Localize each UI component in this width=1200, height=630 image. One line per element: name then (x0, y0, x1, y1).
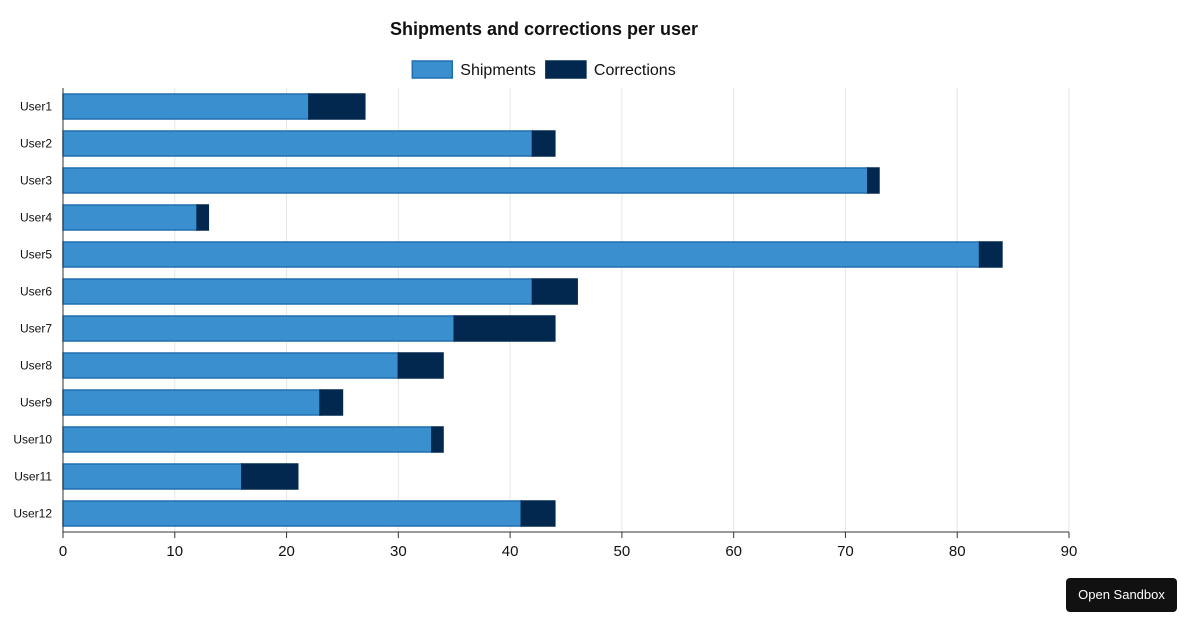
chart-axes (62, 88, 1070, 538)
x-tick-label-10: 10 (166, 543, 183, 560)
bar-corrections-user3 (867, 167, 880, 194)
y-tick-label-user4: User4 (20, 211, 52, 225)
x-tick-label-40: 40 (502, 543, 519, 560)
chart-grid (62, 88, 1070, 532)
chart-bars (62, 93, 1003, 527)
legend-swatch-shipments (411, 60, 454, 79)
bar-corrections-user10 (431, 426, 444, 453)
bar-corrections-user5 (978, 241, 1003, 268)
bar-shipments-user7 (62, 315, 455, 342)
legend-label-corrections: Corrections (594, 62, 676, 79)
bar-shipments-user2 (62, 130, 534, 157)
y-tick-label-user9: User9 (20, 396, 52, 410)
y-tick-label-user8: User8 (20, 359, 52, 373)
bar-shipments-user5 (62, 241, 981, 268)
y-axis-labels: User1 User2 User3 User4 User5 User6 User7 User8… (13, 100, 52, 521)
bar-corrections-user12 (520, 500, 556, 527)
y-tick-label-user6: User6 (20, 285, 52, 299)
y-tick-label-user12: User12 (13, 507, 52, 521)
bar-shipments-user11 (62, 463, 243, 490)
x-tick-label-80: 80 (949, 543, 966, 560)
y-tick-label-user11: User11 (14, 470, 52, 484)
bar-corrections-user11 (241, 463, 299, 490)
bar-shipments-user4 (62, 204, 198, 231)
legend-swatch-corrections (545, 60, 587, 79)
x-tick-label-30: 30 (390, 543, 407, 560)
chart-title: Shipments and corrections per user (390, 19, 698, 39)
y-tick-label-user2: User2 (20, 137, 52, 151)
bar-corrections-user9 (319, 389, 344, 416)
bar-shipments-user1 (62, 93, 310, 120)
bar-corrections-user4 (196, 204, 210, 231)
open-sandbox-button[interactable]: Open Sandbox (1066, 578, 1177, 612)
bar-shipments-user10 (62, 426, 433, 453)
bar-shipments-user12 (62, 500, 523, 527)
x-tick-label-90: 90 (1061, 543, 1078, 560)
bar-corrections-user1 (308, 93, 366, 120)
y-tick-label-user5: User5 (20, 248, 52, 262)
bar-corrections-user6 (531, 278, 578, 305)
y-tick-label-user10: User10 (13, 433, 52, 447)
bar-corrections-user8 (397, 352, 444, 379)
x-axis-labels: 0 10 20 30 40 50 60 70 80 90 (59, 543, 1078, 560)
x-tick-label-70: 70 (837, 543, 854, 560)
y-tick-label-user7: User7 (20, 322, 52, 336)
x-tick-label-20: 20 (278, 543, 295, 560)
legend-label-shipments: Shipments (460, 62, 536, 79)
x-tick-label-60: 60 (725, 543, 742, 560)
bar-corrections-user7 (453, 315, 556, 342)
bar-corrections-user2 (531, 130, 556, 157)
chart-legend: Shipments Corrections (411, 60, 676, 79)
y-tick-label-user1: User1 (20, 100, 52, 114)
bar-shipments-user6 (62, 278, 534, 305)
x-tick-label-0: 0 (59, 543, 67, 560)
bar-shipments-user9 (62, 389, 321, 416)
x-tick-label-50: 50 (614, 543, 631, 560)
bar-shipments-user8 (62, 352, 400, 379)
y-tick-label-user3: User3 (20, 174, 52, 188)
bar-shipments-user3 (62, 167, 869, 194)
